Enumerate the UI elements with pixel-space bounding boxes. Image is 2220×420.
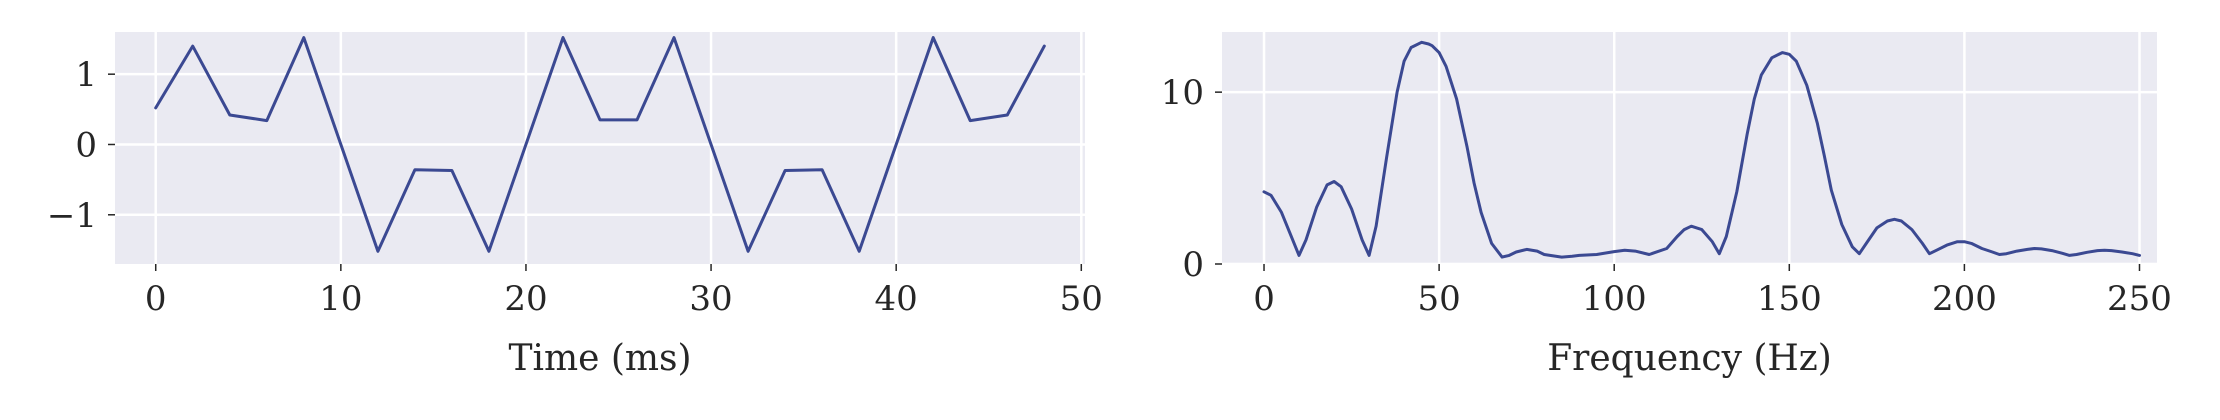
time-tick-label: 10 <box>319 279 362 319</box>
magnitude-tick-label: 10 <box>1161 73 1204 113</box>
time-tick-label: 0 <box>145 279 167 319</box>
plot-area <box>115 32 1085 264</box>
frequency-tick-label: 250 <box>2107 279 2172 319</box>
time-tick-label: 20 <box>504 279 547 319</box>
frequency-tick-label: 100 <box>1582 279 1647 319</box>
chart-frequency-domain: 0 50 100 150 200 250 0 10 Frequency (Hz) <box>1161 32 2172 379</box>
series-line <box>1262 40 2141 259</box>
x-axis-label: Time (ms) <box>508 338 691 379</box>
time-tick-label: 30 <box>689 279 732 319</box>
amplitude-tick-label: −1 <box>47 196 97 236</box>
time-tick-label: 50 <box>1060 279 1103 319</box>
chart-time-domain: 0 10 20 30 40 50 −1 0 1 Time (ms) <box>47 32 1103 379</box>
time-tick-label: 40 <box>875 279 918 319</box>
frequency-tick-label: 200 <box>1932 279 1997 319</box>
amplitude-tick-label: 0 <box>75 125 97 165</box>
frequency-tick-label: 50 <box>1417 279 1460 319</box>
series-line <box>154 36 1046 253</box>
amplitude-tick-label: 1 <box>75 55 97 95</box>
x-axis-label: Frequency (Hz) <box>1547 338 1832 379</box>
plot-area <box>1222 32 2157 264</box>
frequency-tick-label: 150 <box>1757 279 1822 319</box>
magnitude-tick-label: 0 <box>1182 245 1204 285</box>
frequency-tick-label: 0 <box>1253 279 1275 319</box>
